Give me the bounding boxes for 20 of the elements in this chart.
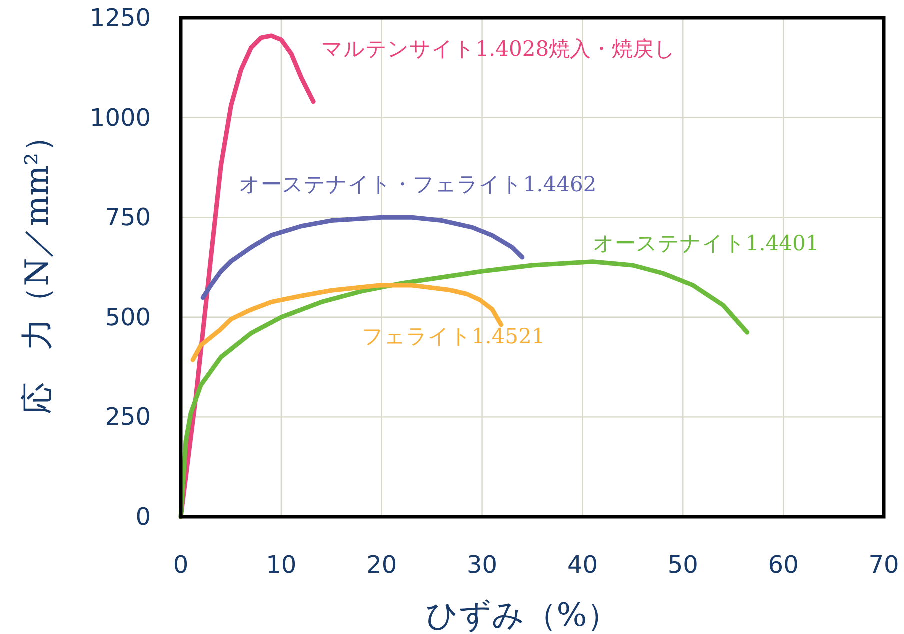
x-tick-label: 0 <box>173 551 189 579</box>
x-axis-title: ひずみ（%） <box>426 596 620 634</box>
y-tick-label: 500 <box>105 303 151 332</box>
x-tick-label: 60 <box>768 551 799 579</box>
x-tick-label: 40 <box>567 551 598 579</box>
y-tick-label: 250 <box>105 403 151 432</box>
x-tick-label: 50 <box>668 551 698 579</box>
y-tick-label: 1000 <box>90 104 151 132</box>
series-label: オーステナイト1.4401 <box>592 231 820 256</box>
x-tick-label: 10 <box>266 551 297 579</box>
series-label: フェライト1.4521 <box>362 324 546 348</box>
y-tick-label: 0 <box>136 503 151 531</box>
y-axis-title: 応 力（N／mm²） <box>18 120 56 414</box>
y-tick-label: 750 <box>105 204 151 232</box>
x-tick-label: 70 <box>868 551 900 579</box>
y-tick-label: 1250 <box>90 4 151 32</box>
series-label: マルテンサイト1.4028焼入・焼戻し <box>322 36 676 61</box>
x-tick-label: 30 <box>467 551 498 579</box>
x-tick-label: 20 <box>366 551 398 579</box>
series-label: オーステナイト・フェライト1.4462 <box>239 172 597 197</box>
